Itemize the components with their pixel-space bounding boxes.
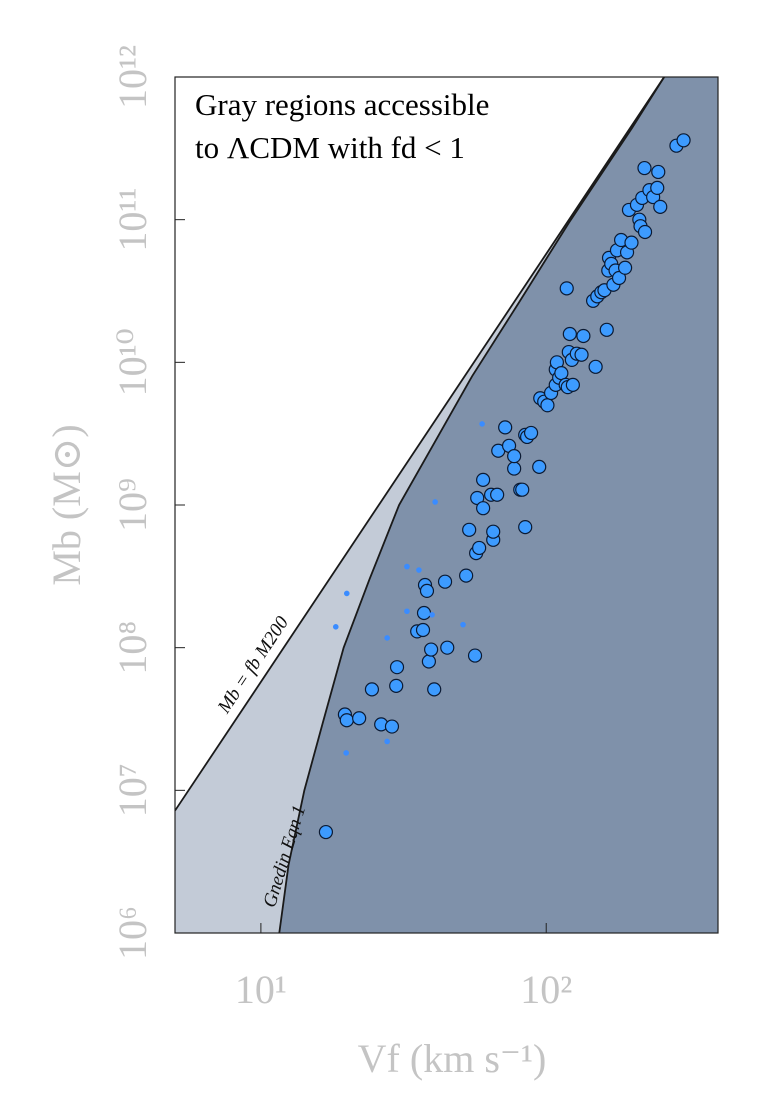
data-point [343, 590, 350, 597]
data-point [565, 377, 580, 392]
plot-area [174, 76, 719, 934]
annotation: Gray regions accessible [195, 87, 489, 122]
data-point [611, 270, 627, 286]
data-point [515, 482, 530, 497]
y-tick-label: 10¹² [110, 45, 155, 109]
data-point [332, 624, 339, 630]
data-point [339, 713, 354, 728]
data-point [459, 568, 474, 583]
y-tick-label: 10⁹ [110, 478, 155, 532]
annotation: to ΛCDM with fd < 1 [195, 130, 465, 165]
data-point [404, 608, 410, 615]
data-point [486, 524, 501, 539]
data-point [588, 359, 603, 374]
data-point [429, 611, 435, 618]
data-point [574, 347, 589, 362]
data-point [467, 648, 483, 663]
data-point [518, 519, 533, 535]
data-point [384, 635, 390, 641]
data-point [419, 583, 435, 598]
data-point [462, 522, 477, 537]
data-point [599, 322, 614, 337]
data-point [389, 660, 405, 675]
x-tick-label: 10² [520, 967, 572, 1012]
data-point [653, 199, 668, 214]
data-point [437, 574, 453, 589]
data-point [421, 654, 437, 669]
y-tick-label: 10⁷ [110, 763, 155, 817]
data-point [389, 678, 404, 693]
data-point [476, 501, 491, 516]
data-point [384, 719, 400, 734]
data-point [650, 180, 665, 195]
data-point [476, 472, 491, 487]
data-point [532, 459, 547, 474]
y-tick-label: 10⁸ [110, 621, 155, 675]
x-tick-label: 10¹ [235, 967, 287, 1012]
data-point [472, 540, 487, 556]
data-point [460, 621, 466, 628]
data-point [318, 824, 334, 840]
y-tick-label: 10¹¹ [110, 188, 155, 252]
y-axis-label: Mb (M⊙) [44, 424, 89, 585]
data-point [415, 622, 431, 638]
data-point [507, 449, 522, 464]
y-tick-label: 10⁶ [110, 906, 155, 960]
data-point [490, 487, 505, 502]
data-point [617, 260, 633, 275]
data-point [427, 682, 442, 697]
shaded-region [175, 77, 718, 933]
data-point [404, 563, 410, 570]
data-point [523, 425, 539, 441]
data-point [651, 164, 666, 180]
data-point [384, 738, 390, 745]
data-point [343, 750, 349, 756]
data-point [424, 642, 439, 657]
data-point [479, 421, 485, 427]
data-point [507, 461, 522, 476]
data-point [416, 605, 432, 621]
data-point [559, 281, 574, 296]
data-point [440, 640, 455, 655]
plot-content [175, 77, 718, 933]
data-point [576, 328, 591, 344]
y-tick-label: 10¹⁰ [110, 328, 155, 396]
data-point [498, 420, 513, 435]
curve [278, 77, 665, 933]
data-point [540, 398, 555, 413]
x-axis-label: Vf (km s⁻¹) [358, 1036, 547, 1081]
data-point [562, 326, 577, 342]
data-point [637, 160, 652, 176]
data-point [637, 224, 653, 240]
curve [175, 77, 665, 812]
data-point [416, 567, 422, 573]
data-point [624, 235, 639, 250]
data-point [676, 133, 691, 148]
data-point [352, 711, 367, 726]
data-point [432, 499, 438, 505]
data-point [554, 366, 569, 381]
data-point [364, 682, 380, 697]
